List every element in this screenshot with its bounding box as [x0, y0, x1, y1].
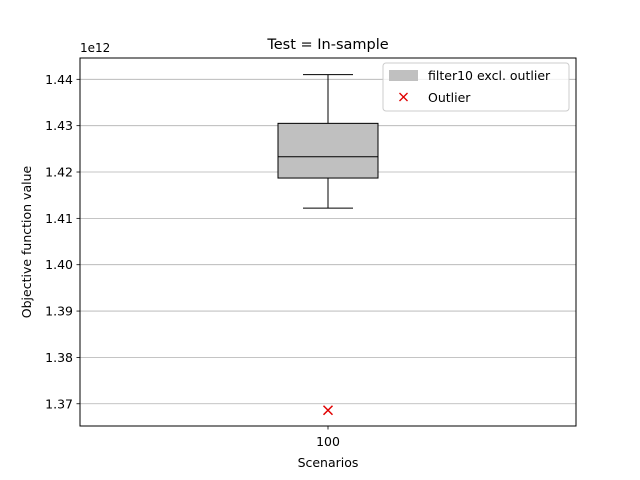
x-axis-ticks: 100	[316, 426, 340, 449]
legend-outlier-x-stroke	[399, 92, 408, 102]
legend-frame	[382, 62, 570, 112]
y-tick-label: 1.43	[45, 118, 73, 133]
y-tick-label: 1.42	[45, 165, 73, 180]
y-tick-label: 1.39	[45, 304, 73, 319]
y-axis-ticks: 1.37 1.38 1.39 1.40 1.41 1.42 1.43 1.44	[45, 72, 80, 411]
y-axis-label: Objective function value	[19, 165, 34, 318]
x-tick-label: 100	[316, 434, 340, 449]
y-offset-text: 1e12	[80, 41, 110, 55]
x-axis-label: Scenarios	[298, 455, 359, 470]
outlier-marker-stroke	[322, 405, 334, 416]
legend-outlier-label: Outlier	[428, 90, 471, 105]
y-tick-label: 1.38	[45, 350, 73, 365]
y-tick-label: 1.44	[45, 72, 73, 87]
legend-box-label: filter10 excl. outlier	[428, 68, 551, 83]
plot-area	[277, 74, 379, 416]
interquartile-box	[277, 122, 379, 179]
y-tick-label: 1.41	[45, 211, 73, 226]
chart-title: Test = In-sample	[266, 37, 388, 53]
legend: filter10 excl. outlier Outlier	[382, 62, 570, 112]
legend-box-swatch	[389, 70, 418, 81]
legend-outlier-marker	[399, 92, 408, 102]
y-tick-label: 1.40	[45, 257, 73, 272]
y-tick-label: 1.37	[45, 396, 73, 411]
